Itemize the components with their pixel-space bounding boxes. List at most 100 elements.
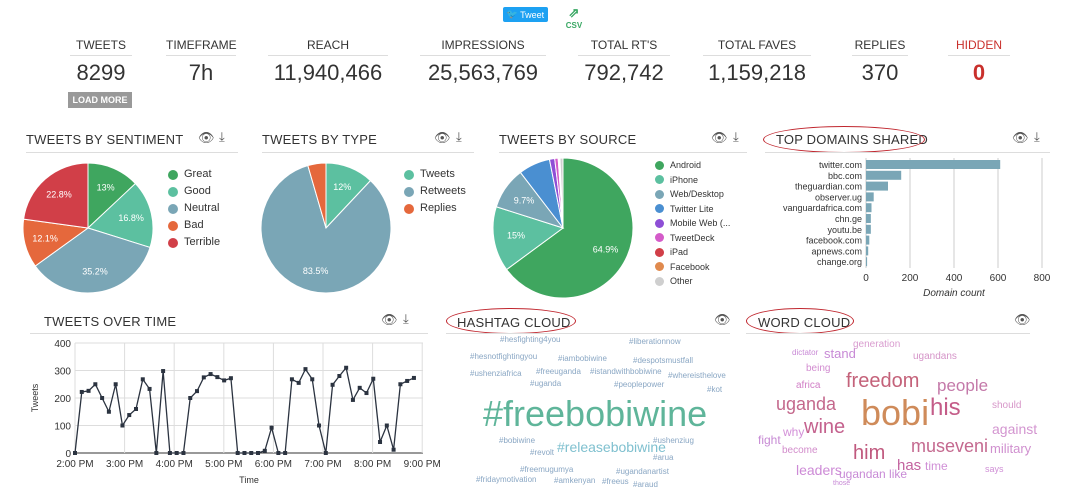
hashtag-word[interactable]: #ushenziug: [653, 436, 694, 445]
legend-item[interactable]: Great: [168, 166, 220, 183]
legend-item[interactable]: Mobile Web (...: [655, 216, 730, 231]
cloud-word[interactable]: ugandan like: [839, 467, 908, 481]
hashtag-word[interactable]: #uganda: [530, 379, 562, 388]
cloud-word[interactable]: those: [833, 480, 851, 487]
pie-data-label: 16.8%: [118, 213, 144, 223]
cloud-word[interactable]: him: [853, 442, 886, 464]
hashtag-word[interactable]: #freeus: [602, 477, 629, 486]
data-point: [201, 375, 206, 380]
cloud-word[interactable]: bobi: [861, 392, 930, 433]
hashtag-word[interactable]: #arua: [653, 453, 674, 462]
legend-swatch-icon: [168, 220, 178, 231]
bar-category-label: vanguardafrica.com: [783, 203, 862, 213]
hashtag-word[interactable]: #kot: [707, 385, 723, 394]
hashtag-word[interactable]: #despotsmustfall: [633, 356, 694, 365]
eye-icon[interactable]: 👁: [1012, 130, 1029, 145]
download-icon[interactable]: ⤓: [733, 129, 739, 144]
legend-swatch-icon: [168, 203, 178, 214]
hashtag-word[interactable]: #bobiwine: [499, 436, 536, 445]
hashtag-word[interactable]: #liberationnow: [629, 337, 681, 346]
legend-item[interactable]: Other: [655, 274, 730, 289]
hashtag-word[interactable]: #revolt: [530, 448, 555, 457]
cloud-word[interactable]: stand: [824, 346, 856, 361]
legend-item[interactable]: Retweets: [404, 183, 466, 200]
eye-icon[interactable]: 👁: [711, 130, 728, 145]
eye-icon[interactable]: 👁: [198, 130, 215, 145]
data-point: [249, 451, 254, 455]
data-point: [188, 396, 193, 400]
cloud-word[interactable]: dictator: [792, 348, 819, 357]
cloud-word[interactable]: people: [937, 376, 989, 395]
cloud-word[interactable]: leaders: [796, 462, 842, 478]
legend-item[interactable]: Twitter Lite: [655, 202, 730, 217]
hashtag-word[interactable]: #fridaymotivation: [476, 475, 537, 484]
data-point: [73, 451, 77, 455]
stat-hidden[interactable]: HIDDEN 0: [948, 38, 1010, 86]
csv-export-button[interactable]: ⇗ CSV: [563, 5, 585, 30]
bar-bbc-com: [866, 170, 902, 180]
annotation-circle: [446, 308, 576, 334]
legend-item[interactable]: Android: [655, 158, 730, 173]
cloud-word[interactable]: being: [806, 363, 831, 374]
legend-item[interactable]: Terrible: [168, 234, 220, 251]
legend-swatch-icon: [404, 169, 414, 180]
data-point: [364, 391, 369, 396]
cloud-word[interactable]: his: [930, 394, 961, 421]
cloud-word[interactable]: wine: [804, 416, 846, 438]
cloud-word[interactable]: generation: [853, 339, 901, 350]
eye-icon[interactable]: 👁: [714, 312, 731, 327]
data-point: [276, 451, 281, 455]
cloud-word[interactable]: has: [897, 457, 922, 474]
tweet-button[interactable]: 🐦 Tweet: [503, 7, 548, 22]
legend-item[interactable]: Good: [168, 183, 220, 200]
legend-item[interactable]: Facebook: [655, 260, 730, 275]
hashtag-word[interactable]: #istandwithbobiwine: [590, 367, 662, 376]
legend-item[interactable]: Web/Desktop: [655, 187, 730, 202]
legend-item[interactable]: iPhone: [655, 173, 730, 188]
cloud-word[interactable]: military: [990, 441, 1032, 456]
cloud-word[interactable]: why: [783, 425, 805, 439]
data-point: [154, 451, 159, 455]
cloud-word[interactable]: ugandans: [913, 351, 957, 362]
hashtag-word[interactable]: #amkenyan: [554, 476, 596, 485]
cloud-word[interactable]: fight: [758, 433, 781, 447]
legend-item[interactable]: Neutral: [168, 200, 220, 217]
legend-item[interactable]: TweetDeck: [655, 231, 730, 246]
hashtag-word[interactable]: #ugandanartist: [616, 467, 669, 476]
download-icon[interactable]: ⤓: [219, 129, 225, 144]
cloud-word[interactable]: against: [992, 421, 1038, 437]
eye-icon[interactable]: 👁: [434, 130, 451, 145]
cloud-word[interactable]: should: [992, 400, 1022, 411]
legend-item[interactable]: Replies: [404, 200, 466, 217]
hashtag-word[interactable]: #iambobiwine: [558, 354, 607, 363]
hashtag-word[interactable]: #peoplepower: [614, 380, 665, 389]
download-icon[interactable]: ⤓: [403, 311, 409, 326]
hashtag-word[interactable]: #araud: [633, 480, 658, 489]
legend-item[interactable]: iPad: [655, 245, 730, 260]
hashtag-word[interactable]: #freebobiwine: [483, 393, 708, 434]
cloud-word[interactable]: become: [782, 445, 818, 456]
hashtag-word[interactable]: #hesnotfightingyou: [470, 352, 538, 361]
bar-facebook-com: [866, 235, 870, 245]
cloud-word[interactable]: time: [925, 459, 948, 473]
hashtag-word[interactable]: #hesfighting4you: [500, 335, 561, 344]
hashtag-word[interactable]: #whereisthelove: [668, 371, 726, 380]
cloud-word[interactable]: museveni: [911, 436, 989, 456]
hashtag-word[interactable]: #ushenziafrica: [470, 369, 522, 378]
export-arrow-icon: ⇗: [568, 5, 580, 20]
hashtag-word[interactable]: #freemugumya: [520, 465, 574, 474]
legend-item[interactable]: Tweets: [404, 166, 466, 183]
download-icon[interactable]: ⤓: [1034, 129, 1040, 144]
cloud-word[interactable]: says: [985, 464, 1004, 474]
download-icon[interactable]: ⤓: [456, 129, 462, 144]
cloud-word[interactable]: africa: [796, 380, 821, 391]
cloud-word[interactable]: freedom: [846, 370, 920, 392]
hashtag-word[interactable]: #freeuganda: [536, 367, 581, 376]
eye-icon[interactable]: 👁: [1014, 312, 1031, 327]
legend-item[interactable]: Bad: [168, 217, 220, 234]
load-more-button[interactable]: LOAD MORE: [68, 92, 132, 108]
hashtag-word[interactable]: #releasebobiwine: [557, 439, 666, 455]
panel-title-type: TWEETS BY TYPE: [262, 132, 378, 147]
eye-icon[interactable]: 👁: [381, 312, 398, 327]
cloud-word[interactable]: uganda: [776, 394, 837, 414]
